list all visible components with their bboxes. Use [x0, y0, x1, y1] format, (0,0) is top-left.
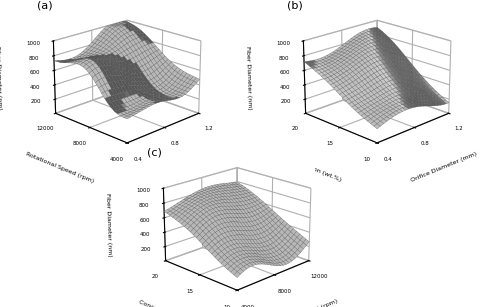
Text: (c): (c)	[147, 147, 162, 157]
Text: (a): (a)	[37, 0, 53, 10]
X-axis label: Orifice Diameter (mm): Orifice Diameter (mm)	[160, 152, 228, 183]
Y-axis label: Concentration (wt.%): Concentration (wt.%)	[278, 152, 342, 183]
X-axis label: Orifice Diameter (mm): Orifice Diameter (mm)	[410, 152, 478, 183]
Y-axis label: Concentration (wt.%): Concentration (wt.%)	[138, 300, 202, 307]
X-axis label: Rotational Speed (rpm): Rotational Speed (rpm)	[270, 299, 339, 307]
Y-axis label: Rotational Speed (rpm): Rotational Speed (rpm)	[26, 151, 95, 184]
Text: (b): (b)	[287, 0, 303, 10]
